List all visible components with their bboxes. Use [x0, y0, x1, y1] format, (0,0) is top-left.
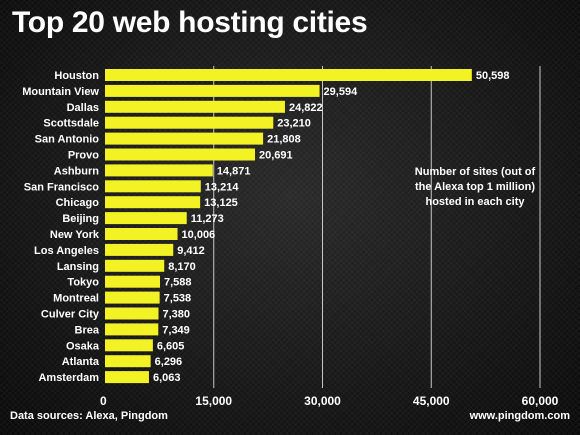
value-label: 29,594	[324, 86, 359, 98]
bar	[105, 228, 178, 240]
bar	[105, 323, 159, 336]
category-label: Scottsdale	[43, 118, 99, 130]
bar	[105, 148, 256, 161]
bar	[105, 132, 264, 145]
value-label: 13,125	[204, 197, 238, 209]
x-tick-label: 30,000	[304, 394, 341, 408]
category-label: Brea	[75, 324, 100, 336]
category-label: Culver City	[41, 309, 100, 321]
bar	[105, 275, 161, 288]
bar	[105, 100, 285, 113]
value-label: 24,822	[289, 102, 323, 114]
bar	[105, 243, 174, 256]
category-label: Montreal	[53, 293, 99, 305]
value-label: 7,588	[164, 277, 192, 289]
category-label: Lansing	[57, 261, 99, 273]
value-label: 13,214	[205, 181, 240, 193]
x-tick-label: 45,000	[413, 394, 450, 408]
data-source-note: Data sources: Alexa, Pingdom	[10, 410, 168, 422]
value-label: 20,691	[259, 150, 293, 162]
category-label: Amsterdam	[38, 372, 99, 384]
value-label: 50,598	[476, 70, 510, 82]
category-label: San Antonio	[35, 134, 100, 146]
category-label: Provo	[68, 150, 99, 162]
value-label: 11,273	[191, 213, 224, 225]
bar	[105, 164, 213, 177]
value-label: 6,296	[155, 356, 183, 368]
category-label: Dallas	[67, 102, 99, 114]
chart-title: Top 20 web hosting cities	[12, 6, 368, 39]
bar	[105, 196, 201, 209]
category-label: Los Angeles	[34, 245, 99, 257]
category-label: Osaka	[66, 340, 100, 352]
bar	[105, 371, 149, 384]
value-label: 14,871	[217, 165, 251, 177]
category-label: Beijing	[62, 213, 99, 225]
value-label: 6,063	[153, 372, 181, 384]
value-label: 7,538	[164, 293, 192, 305]
category-label: New York	[50, 229, 100, 241]
value-label: 7,349	[162, 324, 190, 336]
value-label: 21,808	[267, 134, 301, 146]
bar	[105, 84, 320, 97]
value-label: 10,006	[182, 229, 216, 241]
bar	[105, 212, 187, 225]
value-label: 9,412	[177, 245, 205, 257]
category-label: Atlanta	[62, 356, 100, 368]
value-label: 7,380	[163, 309, 191, 321]
x-tick-label: 15,000	[195, 394, 232, 408]
bar	[105, 180, 201, 193]
category-label: Ashburn	[54, 165, 100, 177]
bar	[105, 339, 153, 352]
category-label: Mountain View	[22, 86, 99, 98]
value-label: 8,170	[168, 261, 196, 273]
bar	[105, 355, 151, 368]
bar	[105, 259, 165, 272]
x-tick-label: 60,000	[522, 394, 559, 408]
bar	[105, 307, 159, 320]
value-label: 6,605	[157, 340, 185, 352]
bar	[105, 69, 472, 81]
x-tick-label: 0	[100, 394, 107, 408]
category-label: Houston	[54, 70, 99, 82]
bar	[105, 116, 274, 129]
chart-annotation: Number of sites (out of the Alexa top 1 …	[414, 166, 536, 208]
category-label: San Francisco	[24, 181, 99, 193]
source-url: www.pingdom.com	[469, 410, 570, 422]
category-label: Chicago	[56, 197, 100, 209]
value-label: 23,210	[277, 118, 311, 130]
category-label: Tokyo	[67, 277, 99, 289]
bar	[105, 291, 160, 304]
